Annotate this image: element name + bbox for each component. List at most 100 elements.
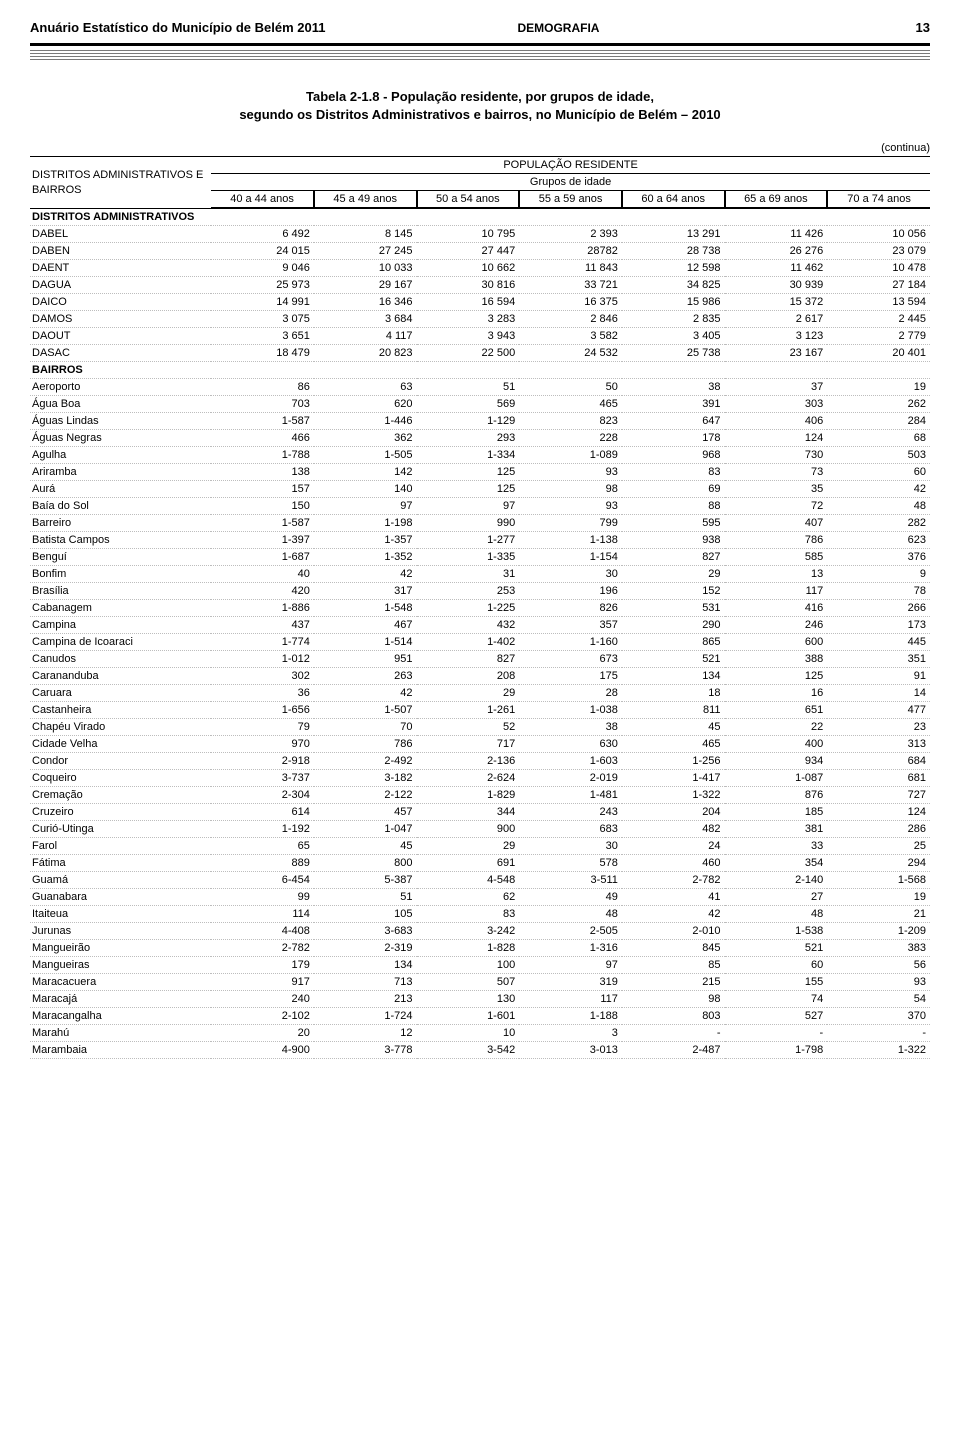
row-label: Brasília	[30, 582, 211, 599]
row-label: Mangueirão	[30, 939, 211, 956]
table-row: Maracangalha2-1021-7241-6011-18880352737…	[30, 1007, 930, 1024]
cell: 253	[417, 582, 520, 599]
cell: 2 617	[725, 310, 828, 327]
cell: 54	[827, 990, 930, 1007]
table-row: Ariramba13814212593837360	[30, 463, 930, 480]
row-label: Barreiro	[30, 514, 211, 531]
cell: 30	[519, 565, 622, 582]
cell	[211, 361, 314, 378]
cell: 2-010	[622, 922, 725, 939]
cell: 98	[622, 990, 725, 1007]
cell: 262	[827, 395, 930, 412]
col-header: 45 a 49 anos	[314, 191, 417, 209]
cell: 51	[417, 378, 520, 395]
cell: 28782	[519, 242, 622, 259]
cell: 28	[519, 684, 622, 701]
cell: 48	[725, 905, 828, 922]
table-row: Aurá15714012598693542	[30, 480, 930, 497]
table-row: Marambaia4-9003-7783-5423-0132-4871-7981…	[30, 1041, 930, 1058]
table-row: DISTRITOS ADMINISTRATIVOS	[30, 208, 930, 225]
cell: 138	[211, 463, 314, 480]
col-header: 70 a 74 anos	[827, 191, 930, 209]
cell: 1-397	[211, 531, 314, 548]
cell: 27 184	[827, 276, 930, 293]
table-row: Guamá6-4545-3874-5483-5112-7822-1401-568	[30, 871, 930, 888]
cell: 811	[622, 701, 725, 718]
cell: 125	[417, 480, 520, 497]
cell: 25 973	[211, 276, 314, 293]
row-label: DAGUA	[30, 276, 211, 293]
cell: 420	[211, 582, 314, 599]
col-header: 55 a 59 anos	[519, 191, 622, 209]
cell: 1-352	[314, 548, 417, 565]
cell: 16 594	[417, 293, 520, 310]
cell: 990	[417, 514, 520, 531]
cell: 786	[314, 735, 417, 752]
cell: 178	[622, 429, 725, 446]
cell: 125	[725, 667, 828, 684]
cell: 42	[827, 480, 930, 497]
cell	[519, 208, 622, 225]
table-row: Baía do Sol150979793887248	[30, 497, 930, 514]
header-rule	[30, 43, 930, 46]
row-label: Chapéu Virado	[30, 718, 211, 735]
continua-label: (continua)	[30, 142, 930, 154]
cell: 282	[827, 514, 930, 531]
cell: 1-192	[211, 820, 314, 837]
cell: 1-798	[725, 1041, 828, 1058]
cell: 97	[519, 956, 622, 973]
cell: 1-138	[519, 531, 622, 548]
cell: 204	[622, 803, 725, 820]
rowhead-line2: BAIRROS	[32, 184, 82, 196]
cell: 467	[314, 616, 417, 633]
row-label: DISTRITOS ADMINISTRATIVOS	[30, 208, 211, 225]
cell: 1-357	[314, 531, 417, 548]
row-label: Canudos	[30, 650, 211, 667]
row-label: Campina de Icoaraci	[30, 633, 211, 650]
table-row: BAIRROS	[30, 361, 930, 378]
cell: 62	[417, 888, 520, 905]
cell: 951	[314, 650, 417, 667]
cell: 2-140	[725, 871, 828, 888]
row-label: Condor	[30, 752, 211, 769]
cell: 362	[314, 429, 417, 446]
cell: 1-774	[211, 633, 314, 650]
cell: 2 846	[519, 310, 622, 327]
cell: 49	[519, 888, 622, 905]
cell: 22 500	[417, 344, 520, 361]
cell: 681	[827, 769, 930, 786]
cell: 684	[827, 752, 930, 769]
cell: 968	[622, 446, 725, 463]
cell: 19	[827, 888, 930, 905]
cell: 173	[827, 616, 930, 633]
row-label: Cruzeiro	[30, 803, 211, 820]
caption-line-2: segundo os Distritos Administrativos e b…	[239, 107, 720, 122]
cell: 152	[622, 582, 725, 599]
table-row: Caruara36422928181614	[30, 684, 930, 701]
cell: 407	[725, 514, 828, 531]
cell: 25	[827, 837, 930, 854]
cell: 1-481	[519, 786, 622, 803]
cell: 91	[827, 667, 930, 684]
cell: 683	[519, 820, 622, 837]
cell: 482	[622, 820, 725, 837]
cell: 266	[827, 599, 930, 616]
cell: 13	[725, 565, 828, 582]
cell: 97	[314, 497, 417, 514]
cell: 1-446	[314, 412, 417, 429]
table-row: Benguí1-6871-3521-3351-154827585376	[30, 548, 930, 565]
row-label: Águas Lindas	[30, 412, 211, 429]
cell: 99	[211, 888, 314, 905]
cell: 16	[725, 684, 828, 701]
cell: 1-256	[622, 752, 725, 769]
cell: 1-687	[211, 548, 314, 565]
row-label: Marahú	[30, 1024, 211, 1041]
cell: 97	[417, 497, 520, 514]
cell	[417, 208, 520, 225]
table-row: DAOUT3 6514 1173 9433 5823 4053 1232 779	[30, 327, 930, 344]
cell: 24	[622, 837, 725, 854]
cell: 41	[622, 888, 725, 905]
population-table: DISTRITOS ADMINISTRATIVOS E BAIRROS POPU…	[30, 156, 930, 1059]
cell: 799	[519, 514, 622, 531]
cell: 38	[519, 718, 622, 735]
